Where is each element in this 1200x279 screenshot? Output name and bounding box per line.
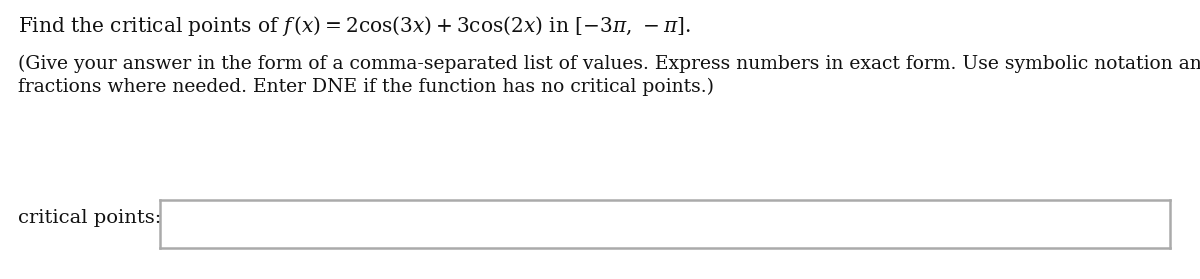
- Text: critical points:: critical points:: [18, 209, 161, 227]
- Text: (Give your answer in the form of a comma-separated list of values. Express numbe: (Give your answer in the form of a comma…: [18, 55, 1200, 73]
- Text: Find the critical points of $f\,(x) = 2\cos(3x) + 3\cos(2x)$ in $[-3\pi,\,-\pi].: Find the critical points of $f\,(x) = 2\…: [18, 14, 691, 38]
- Text: fractions where needed. Enter DNE if the function has no critical points.): fractions where needed. Enter DNE if the…: [18, 78, 714, 96]
